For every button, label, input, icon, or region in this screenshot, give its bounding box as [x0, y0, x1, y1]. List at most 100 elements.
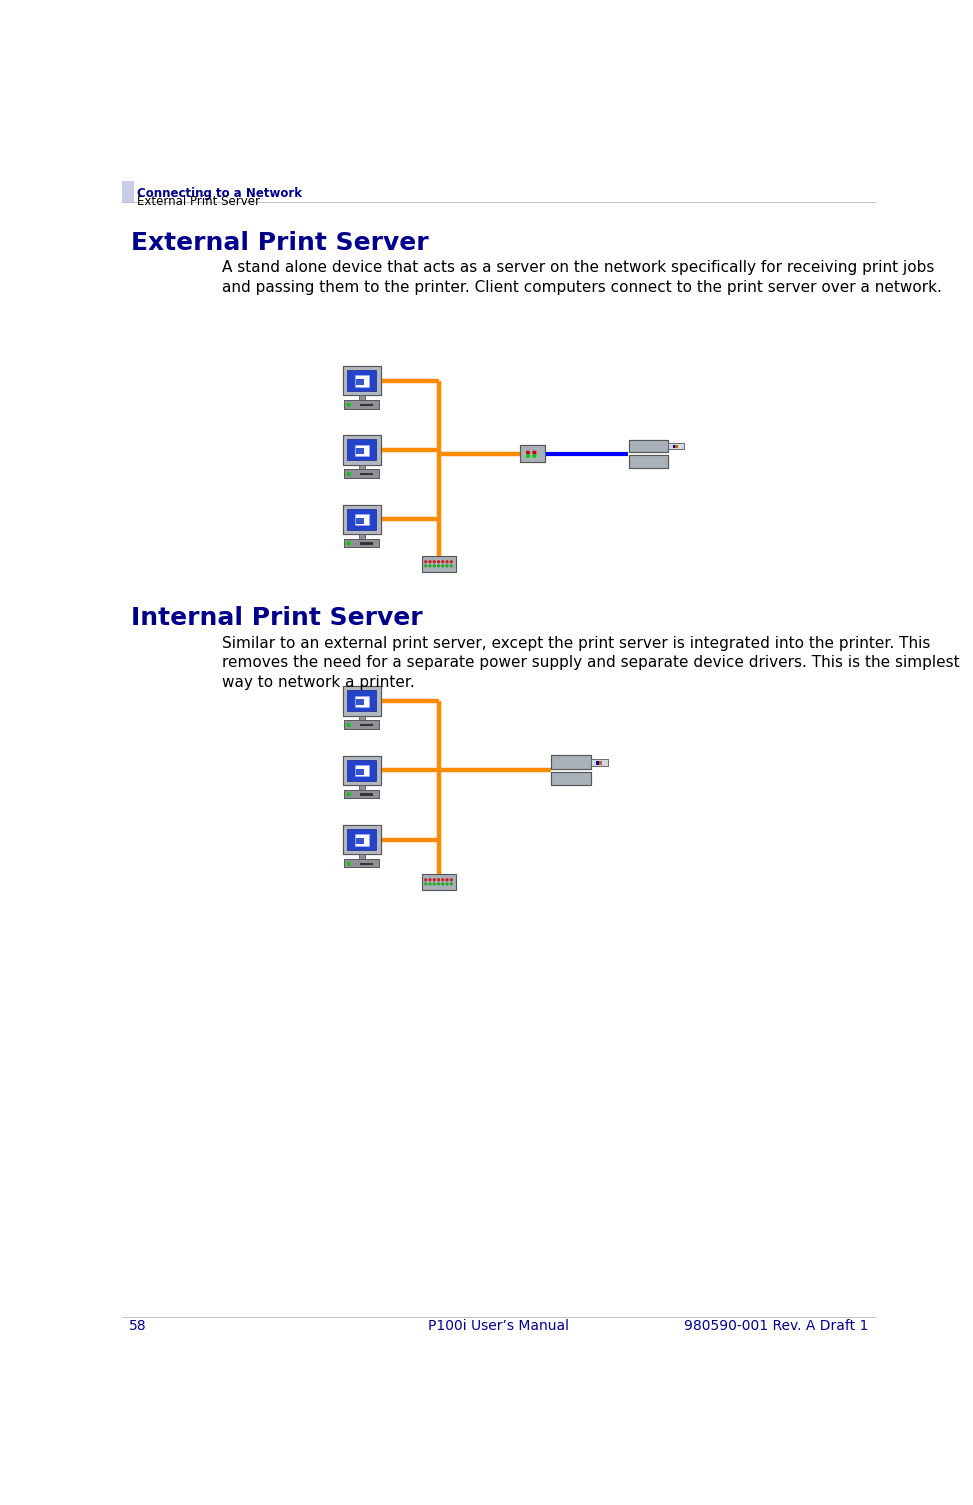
Bar: [672, 445, 678, 448]
Bar: [359, 534, 365, 539]
Bar: [344, 859, 379, 867]
Bar: [342, 825, 381, 855]
Bar: [595, 762, 598, 765]
Bar: [344, 470, 379, 477]
Bar: [672, 445, 675, 448]
Circle shape: [433, 879, 435, 880]
Bar: [551, 756, 592, 769]
Text: External Print Server: External Print Server: [131, 230, 428, 254]
Bar: [360, 542, 374, 545]
Bar: [422, 874, 456, 889]
Circle shape: [347, 542, 349, 545]
Circle shape: [347, 403, 349, 406]
Bar: [354, 513, 369, 525]
Bar: [672, 445, 678, 448]
Bar: [347, 509, 377, 530]
Bar: [354, 695, 369, 707]
Circle shape: [533, 455, 535, 458]
Bar: [342, 756, 381, 786]
Bar: [672, 445, 675, 448]
Bar: [360, 793, 374, 796]
Bar: [347, 760, 377, 781]
Bar: [360, 724, 374, 727]
Bar: [354, 834, 369, 846]
Bar: [359, 716, 365, 721]
Circle shape: [347, 862, 349, 865]
Circle shape: [446, 879, 448, 880]
Circle shape: [433, 561, 435, 563]
Bar: [344, 470, 379, 477]
Bar: [342, 686, 381, 716]
Circle shape: [347, 724, 349, 727]
Bar: [122, 181, 134, 202]
Bar: [668, 442, 683, 450]
Circle shape: [526, 455, 529, 458]
Text: Similar to an external print server, except the print server is integrated into : Similar to an external print server, exc…: [223, 635, 960, 691]
Bar: [360, 403, 374, 406]
Bar: [356, 769, 364, 775]
Circle shape: [446, 883, 448, 885]
Bar: [344, 859, 379, 867]
Circle shape: [438, 564, 440, 567]
Circle shape: [425, 561, 427, 563]
Circle shape: [533, 455, 535, 458]
Bar: [354, 765, 369, 777]
Text: External Print Server: External Print Server: [137, 196, 260, 208]
Bar: [342, 435, 381, 465]
Circle shape: [429, 883, 431, 885]
Bar: [551, 772, 592, 786]
Bar: [422, 557, 456, 572]
Circle shape: [442, 879, 444, 880]
Bar: [342, 366, 381, 396]
Bar: [630, 456, 668, 468]
Bar: [347, 370, 377, 391]
Bar: [344, 790, 379, 798]
Circle shape: [347, 403, 349, 406]
Circle shape: [533, 452, 535, 455]
Bar: [359, 855, 365, 859]
Circle shape: [347, 793, 349, 796]
Bar: [630, 456, 668, 468]
Bar: [344, 539, 379, 548]
Circle shape: [438, 561, 440, 563]
Text: P100i User’s Manual: P100i User’s Manual: [428, 1320, 569, 1333]
Bar: [344, 539, 379, 548]
Bar: [356, 769, 364, 775]
Bar: [356, 448, 364, 455]
Bar: [630, 439, 668, 453]
Circle shape: [438, 879, 440, 880]
Bar: [359, 855, 365, 859]
Bar: [356, 838, 364, 844]
Bar: [360, 862, 374, 865]
Bar: [342, 504, 381, 534]
Bar: [356, 518, 364, 524]
Bar: [342, 686, 381, 716]
Text: 58: 58: [129, 1320, 147, 1333]
Bar: [359, 716, 365, 721]
Circle shape: [442, 564, 444, 567]
Circle shape: [450, 564, 452, 567]
Bar: [344, 400, 379, 408]
Bar: [356, 700, 364, 706]
Bar: [359, 534, 365, 539]
Circle shape: [425, 564, 427, 567]
Bar: [342, 756, 381, 786]
Circle shape: [347, 473, 349, 476]
Bar: [520, 445, 545, 462]
Bar: [342, 825, 381, 855]
Bar: [360, 403, 374, 406]
Circle shape: [347, 862, 349, 865]
Bar: [347, 370, 377, 391]
Bar: [595, 762, 602, 765]
Bar: [356, 518, 364, 524]
Bar: [356, 448, 364, 455]
Circle shape: [433, 564, 435, 567]
Text: Connecting to a Network: Connecting to a Network: [137, 187, 303, 200]
Bar: [551, 756, 592, 769]
Bar: [344, 790, 379, 798]
Bar: [356, 379, 364, 385]
Bar: [595, 762, 602, 765]
Circle shape: [347, 473, 349, 476]
Bar: [354, 444, 369, 456]
Circle shape: [429, 879, 431, 880]
